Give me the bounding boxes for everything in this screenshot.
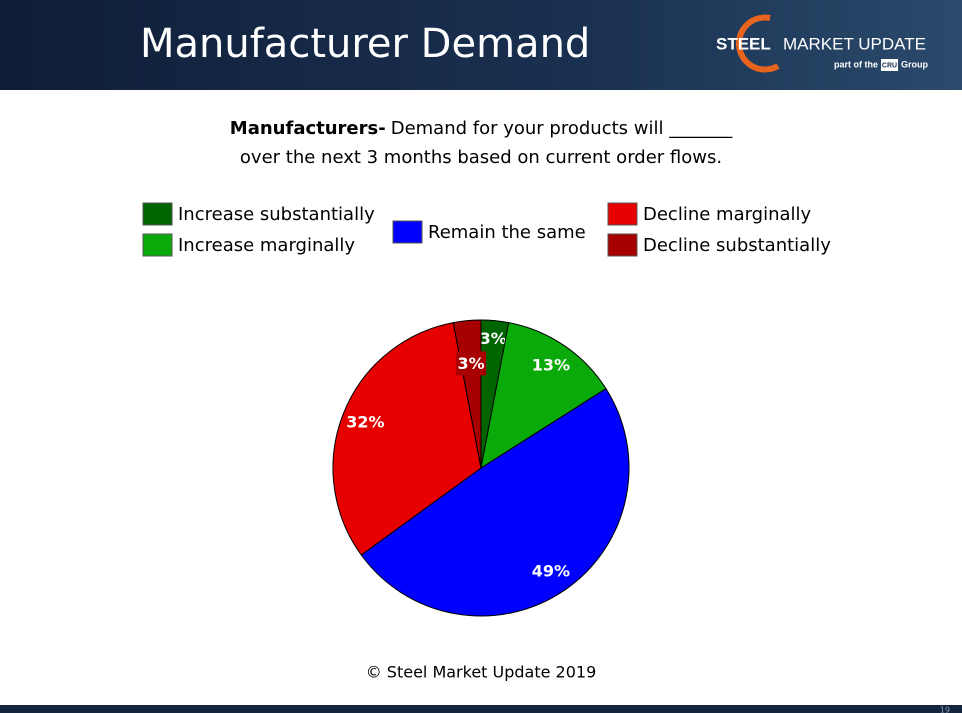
legend: Increase substantially Increase marginall…	[142, 202, 831, 257]
legend-swatch	[142, 233, 173, 257]
pie: 3% 13% 49% 32% 3%	[332, 319, 630, 617]
data-label: 3%	[458, 354, 485, 373]
legend-swatch	[142, 202, 173, 226]
legend-label: Decline substantially	[643, 235, 831, 256]
pie-slice	[360, 388, 630, 617]
data-label: 13%	[532, 356, 570, 375]
page-number: 19	[940, 706, 950, 713]
legend-label: Remain the same	[428, 222, 586, 243]
legend-label: Increase substantially	[178, 204, 375, 225]
logo-badge-bg	[881, 59, 898, 71]
label-bg	[456, 351, 487, 376]
logo-tagline-end: Group	[901, 59, 928, 69]
data-label: 32%	[346, 413, 384, 432]
chart-subtitle: over the next 3 months based on current …	[240, 147, 722, 168]
copyright: © Steel Market Update 2019	[366, 663, 597, 682]
logo-brand: MARKET UPDATE	[783, 34, 926, 53]
legend-swatch	[392, 220, 423, 244]
header-bar	[0, 0, 962, 90]
label-bg	[478, 326, 509, 351]
data-label: 49%	[532, 561, 570, 580]
pie-slice	[480, 322, 607, 470]
title-lead: Manufacturers-	[230, 118, 386, 139]
chart-title: Manufacturers- Demand for your products w…	[230, 118, 733, 139]
logo-arc	[735, 14, 780, 73]
logo-tagline: part of the	[834, 59, 878, 69]
legend-label: Decline marginally	[643, 204, 812, 225]
legend-swatch	[607, 202, 638, 226]
pie-slice	[332, 322, 482, 556]
logo-brand-bold: STEEL	[716, 34, 771, 53]
title-text: Demand for your products will _______	[391, 118, 733, 139]
legend-swatch	[607, 233, 638, 257]
footer-bar	[0, 705, 962, 713]
legend-label: Increase marginally	[178, 235, 355, 256]
logo-badge: CRU	[882, 62, 897, 69]
slide-title: Manufacturer Demand	[140, 21, 590, 67]
data-label: 3%	[480, 329, 507, 348]
